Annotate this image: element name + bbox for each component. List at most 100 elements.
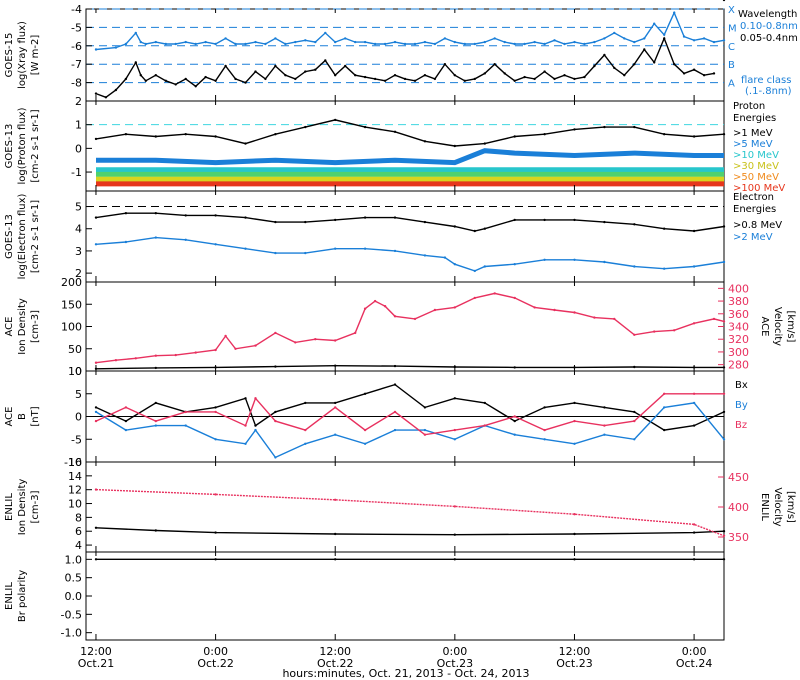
right-ytick-label-enlil_density: 400 [728,501,749,514]
point-ace_b [423,433,427,436]
ytick-label-electron: 3 [75,245,82,258]
ylabel-proton: log(Proton flux) [17,107,28,184]
point-ace_b [124,419,128,423]
ytick-label-enlil_polarity: 1.0 [65,553,83,566]
point-xray [354,74,357,77]
point-ace_b [94,419,98,423]
point-xray [204,75,207,79]
ytick-label-proton: 2 [75,95,82,108]
point-ace_b [543,428,546,432]
ytick-label-electron: 5 [75,201,82,214]
point-ace_b [543,406,546,409]
point-xray [294,77,297,81]
point-enlil_density [692,531,696,534]
point-proton [603,125,606,129]
ytick-label-ace_density: 100 [61,321,82,334]
electron-legend-title-2: Energies [733,204,776,215]
ytick-label-xray: -6 [71,40,82,53]
point-electron [214,214,217,217]
panel-frame-electron [85,190,725,283]
point-proton [722,133,726,136]
point-xray [663,37,666,40]
point-ace_b [363,428,367,432]
ylabel-ace_b: ACE [4,407,15,427]
point-xray [413,42,417,46]
electron-legend-title-1: Electron [733,192,774,203]
point-enlil_density [573,513,576,516]
point-electron [453,263,456,266]
point-enlil_polarity [334,558,337,561]
point-xray [114,88,118,92]
point-xray [164,79,167,83]
point-ace_density [453,306,456,309]
point-electron [214,243,217,246]
point-xray [264,77,267,81]
point-ace_b [633,438,636,441]
legend-xray-short: 0.05-0.4nm [740,33,798,44]
ytick-label-ace_density: 50 [68,343,82,356]
point-ace_density [254,344,257,347]
right-ylabel-ace_density: ACE [759,317,770,337]
point-xray [613,31,616,35]
point-xray [503,40,506,44]
point-proton [483,142,486,145]
point-xray [134,61,137,64]
point-electron [244,216,247,219]
point-xray [603,53,606,57]
ylabel-proton: [cm-2 s-1 sr-1] [30,109,41,182]
ytick-label-enlil_density: 6 [75,525,82,538]
point-ace_density [533,306,536,309]
point-xray [344,64,347,68]
point-xray [523,42,526,46]
point-xray [673,11,676,14]
series-ace_density-velocity [95,292,725,364]
point-ace_b [483,401,486,405]
point-ace_b [573,442,576,445]
point-xray [334,74,337,77]
point-ace_b [722,438,726,441]
point-xray [653,61,656,64]
point-electron [124,240,128,244]
point-proton [304,125,307,129]
point-enlil_density [722,530,726,533]
point-ace_b [244,397,247,400]
point-ace_b [453,397,456,400]
xtick-time: 0:00 [203,645,228,658]
point-ace_b [483,424,486,427]
point-ace_b [603,433,606,436]
xtick-day: Oct.22 [197,657,234,670]
point-electron [663,227,666,230]
point-xray [134,31,137,35]
point-xray [274,37,277,40]
point-xray [643,37,646,40]
point-xray [623,37,626,40]
point-xray [94,92,98,95]
point-xray [184,40,187,44]
point-electron [633,223,636,226]
point-proton [543,133,546,136]
point-electron [274,251,277,255]
xtick-day: Oct.22 [317,657,354,670]
point-proton [154,135,157,138]
point-proton [633,125,636,129]
series-layer [94,0,726,561]
point-ace_b [393,410,397,414]
point-xray [483,72,486,75]
point-ace_density [94,361,98,364]
point-ace_b [722,410,726,414]
point-electron [543,218,546,222]
ylabel-enlil_polarity: ENLIL [4,582,15,610]
right-ytick-label-enlil_density: 450 [728,471,749,484]
ylabel-enlil_density: ENLIL [4,493,15,521]
legend-xray-long: 0.10-0.8nm [740,21,798,32]
point-xray [473,77,476,81]
point-xray [722,39,726,42]
point-proton [663,133,666,136]
point-ace_b [254,428,257,432]
point-ace_density [224,334,227,338]
right-ytick-label-ace_density: 360 [728,308,749,321]
point-xray [423,74,427,77]
proton-legend-title-2: Energies [733,113,776,124]
ylabel-enlil_density: Ion Density [17,479,28,536]
ytick-label-enlil_polarity: -1.0 [61,627,82,640]
